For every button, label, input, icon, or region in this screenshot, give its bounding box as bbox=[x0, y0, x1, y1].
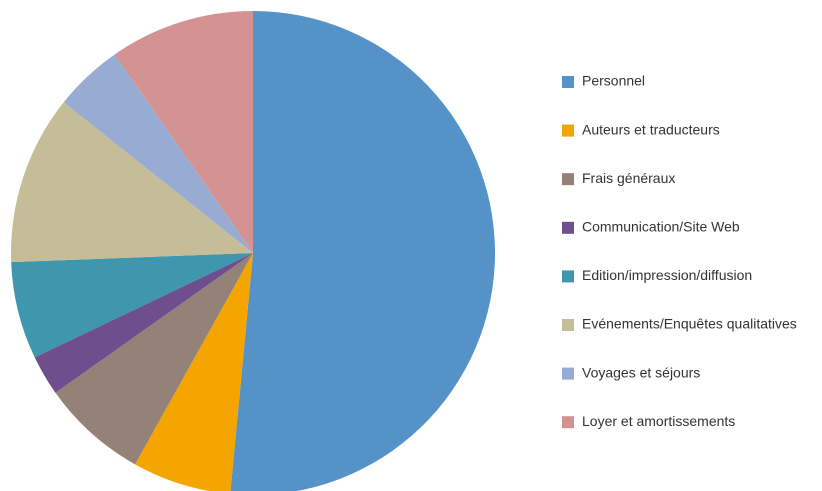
pie-slice bbox=[230, 11, 495, 491]
legend-label: Communication/Site Web bbox=[582, 219, 740, 235]
pie-slice bbox=[11, 102, 254, 263]
pie-slice bbox=[55, 253, 254, 465]
legend-label: Edition/impression/diffusion bbox=[582, 267, 752, 283]
legend-label: Personnel bbox=[582, 73, 645, 89]
legend-swatch bbox=[562, 124, 574, 137]
legend-label: Frais généraux bbox=[582, 170, 675, 186]
legend-swatch bbox=[562, 270, 574, 283]
legend-label: Loyer et amortissements bbox=[582, 413, 735, 429]
legend-swatch bbox=[562, 319, 574, 331]
pie-slice bbox=[34, 253, 254, 393]
legend-label: Evénements/Enquêtes qualitatives bbox=[582, 316, 797, 332]
legend-swatch bbox=[562, 76, 574, 88]
legend-swatch bbox=[562, 221, 574, 234]
legend-label: Voyages et séjours bbox=[582, 364, 700, 380]
legend-swatch bbox=[562, 416, 574, 429]
legend-swatch bbox=[562, 367, 574, 380]
pie-slice bbox=[135, 253, 253, 491]
pie-slice bbox=[63, 54, 253, 253]
legend-swatch bbox=[562, 173, 574, 186]
legend-label: Auteurs et traducteurs bbox=[582, 121, 720, 137]
pie-slice bbox=[11, 253, 253, 358]
pie-slice bbox=[114, 11, 253, 253]
